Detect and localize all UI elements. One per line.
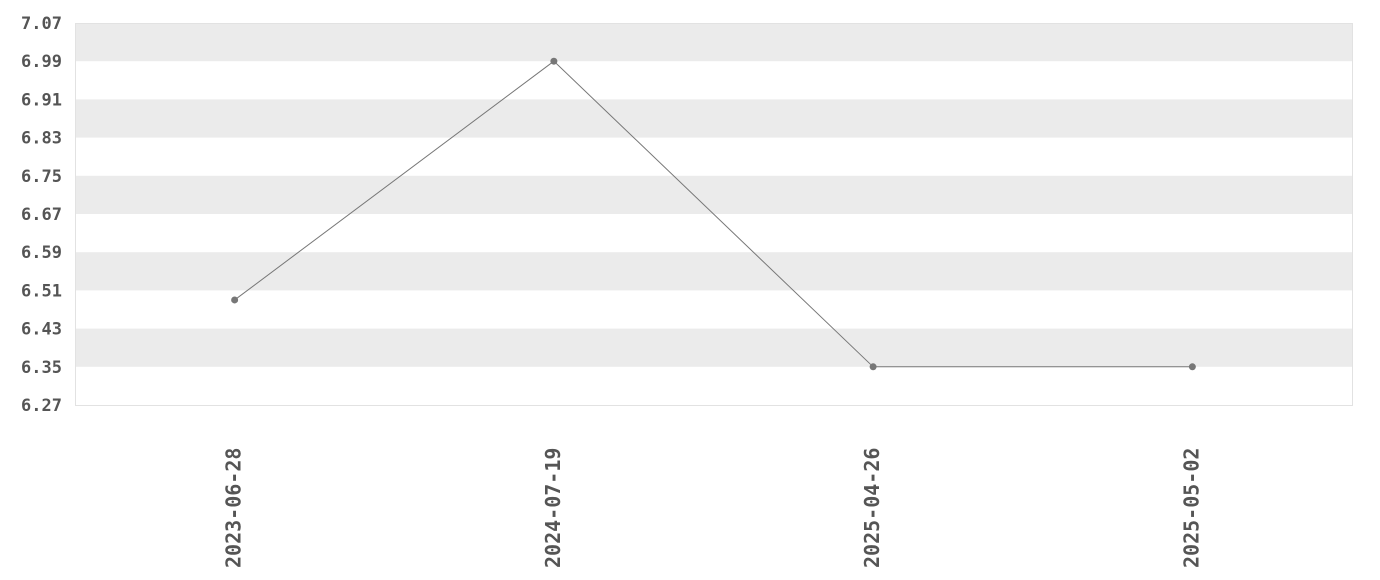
data-point [1188, 363, 1196, 371]
y-tick-label: 6.59 [21, 243, 62, 263]
y-tick-label: 6.83 [21, 129, 62, 149]
x-tick-label: 2024-07-19 [541, 448, 565, 568]
x-tick-label: 2025-04-26 [860, 448, 884, 568]
grid-band [75, 328, 1352, 367]
y-tick-label: 6.51 [21, 281, 62, 301]
y-tick-label: 7.07 [21, 14, 62, 34]
x-axis: 2023-06-28 2024-07-19 2025-04-26 2025-05-02 [222, 448, 1204, 568]
y-tick-label: 6.91 [21, 90, 62, 110]
x-tick-label: 2025-05-02 [1179, 448, 1203, 568]
plot-area-border [75, 23, 1353, 406]
grid-band [75, 99, 1352, 138]
y-tick-label: 6.27 [21, 396, 62, 416]
data-point [869, 363, 877, 371]
y-tick-label: 6.67 [21, 205, 62, 225]
y-tick-label: 6.75 [21, 167, 62, 187]
series [231, 57, 1196, 371]
grid-band [75, 252, 1352, 291]
data-point [550, 57, 558, 65]
grid-band [75, 23, 1352, 62]
grid-band [75, 175, 1352, 214]
grid-bands [75, 23, 1352, 367]
series-line [234, 60, 1193, 368]
x-tick-label: 2023-06-28 [222, 448, 246, 568]
data-point [231, 296, 239, 304]
y-tick-label: 6.99 [21, 52, 62, 72]
y-tick-label: 6.35 [21, 358, 62, 378]
y-axis: 7.07 6.99 6.91 6.83 6.75 6.67 6.59 6.51 6.43 6.35… [21, 14, 62, 416]
y-tick-label: 6.43 [21, 320, 62, 340]
